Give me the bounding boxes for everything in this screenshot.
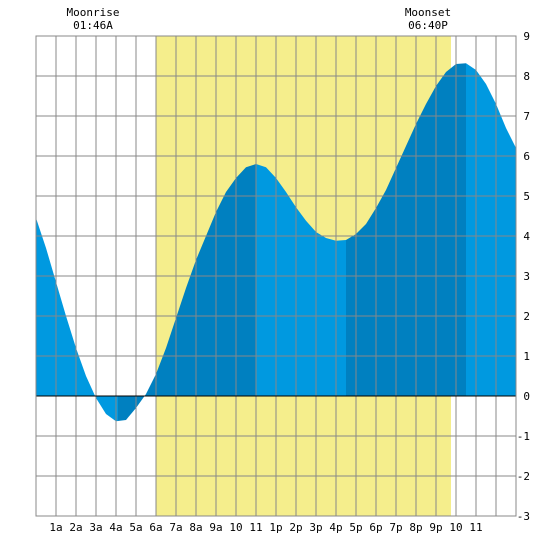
moonrise-label: Moonrise — [67, 6, 120, 19]
x-tick-label: 11 — [249, 521, 262, 534]
x-tick-label: 6a — [149, 521, 162, 534]
x-tick-label: 4p — [329, 521, 342, 534]
moonset-time: 06:40P — [408, 19, 448, 32]
y-tick-label: 0 — [523, 390, 530, 403]
x-tick-label: 10 — [449, 521, 462, 534]
x-tick-label: 2p — [289, 521, 302, 534]
y-tick-label: 6 — [523, 150, 530, 163]
y-tick-label: 5 — [523, 190, 530, 203]
x-tick-label: 3a — [89, 521, 102, 534]
y-tick-label: 9 — [523, 30, 530, 43]
x-tick-label: 5a — [129, 521, 142, 534]
x-tick-label: 8a — [189, 521, 202, 534]
y-tick-label: 2 — [523, 310, 530, 323]
plot-frame — [35, 35, 517, 517]
tide-segment — [118, 164, 256, 421]
x-tick-label: 7a — [169, 521, 182, 534]
x-tick-label: 2a — [69, 521, 82, 534]
y-tick-label: -2 — [517, 470, 530, 483]
y-tick-labels: -3 -2 -1 0 1 2 3 4 5 6 7 8 9 — [517, 30, 531, 523]
x-tick-label: 10 — [229, 521, 242, 534]
y-tick-label: 1 — [523, 350, 530, 363]
tide-segment — [466, 63, 516, 396]
x-tick-label: 9a — [209, 521, 222, 534]
x-tick-label: 5p — [349, 521, 362, 534]
y-tick-label: 4 — [523, 230, 530, 243]
moonrise-time: 01:46A — [73, 19, 113, 32]
x-tick-label: 11 — [469, 521, 482, 534]
grid-layer — [36, 36, 516, 516]
y-tick-label: 3 — [523, 270, 530, 283]
y-tick-label: -3 — [517, 510, 530, 523]
x-tick-label: 1a — [49, 521, 62, 534]
x-tick-labels: 1a 2a 3a 4a 5a 6a 7a 8a 9a 10 11 1p 2p 3p 4p 5p 6p 7p 8p 9p… — [49, 521, 482, 534]
x-tick-label: 9p — [429, 521, 442, 534]
y-tick-label: 7 — [523, 110, 530, 123]
x-tick-label: 4a — [109, 521, 122, 534]
tide-segment — [256, 164, 346, 396]
x-tick-label: 6p — [369, 521, 382, 534]
moonset-label: Moonset — [405, 6, 451, 19]
x-tick-label: 1p — [269, 521, 282, 534]
y-tick-label: 8 — [523, 70, 530, 83]
y-tick-label: -1 — [517, 430, 530, 443]
x-tick-label: 8p — [409, 521, 422, 534]
x-tick-label: 3p — [309, 521, 322, 534]
x-tick-label: 7p — [389, 521, 402, 534]
